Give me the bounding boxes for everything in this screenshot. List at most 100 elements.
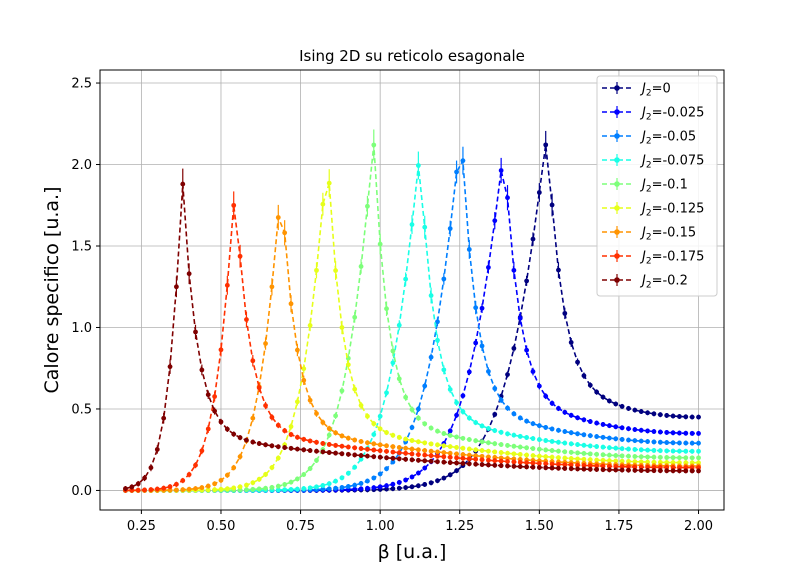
data-point	[606, 452, 612, 458]
data-point	[479, 439, 485, 445]
data-point	[231, 202, 237, 208]
data-point	[244, 437, 249, 443]
data-point	[371, 447, 377, 453]
data-point	[613, 453, 619, 458]
data-point	[288, 424, 294, 429]
data-point	[479, 305, 485, 311]
data-point	[486, 457, 491, 463]
data-point	[333, 442, 338, 448]
data-point	[543, 425, 549, 430]
data-point	[441, 276, 447, 282]
data-point	[466, 247, 472, 252]
data-point	[377, 471, 383, 477]
data-point	[606, 458, 612, 464]
data-point	[396, 376, 402, 382]
data-point	[294, 399, 300, 405]
data-point	[696, 448, 701, 454]
data-point	[384, 455, 389, 461]
data-point	[670, 413, 676, 419]
legend-entry: J2=-0.15	[602, 226, 696, 243]
data-point	[129, 484, 135, 490]
data-point	[511, 345, 517, 351]
y-tick-label: 1.5	[71, 240, 92, 255]
data-point	[435, 453, 440, 459]
legend-label: J2=0	[639, 82, 671, 99]
data-point	[352, 437, 358, 443]
data-point	[352, 445, 358, 451]
data-point	[320, 483, 326, 488]
data-point	[645, 459, 650, 465]
legend-entry: J2=0	[602, 82, 671, 99]
data-point	[505, 443, 510, 448]
legend-marker	[614, 181, 620, 187]
data-point	[505, 450, 510, 456]
data-point	[575, 462, 580, 468]
data-point	[575, 450, 580, 456]
chart-title: Ising 2D su reticolo esagonale	[299, 47, 525, 65]
data-point	[454, 451, 459, 457]
data-point	[371, 441, 377, 447]
data-point	[530, 436, 536, 441]
data-point	[282, 482, 288, 487]
data-point	[549, 448, 555, 453]
legend-label-subscript: 2	[646, 233, 652, 243]
data-point	[244, 482, 249, 488]
data-point	[670, 448, 676, 454]
data-point	[626, 464, 631, 470]
data-point	[657, 439, 663, 445]
data-point	[409, 438, 415, 443]
data-point	[180, 487, 186, 493]
data-point	[486, 462, 491, 468]
data-point	[543, 142, 549, 148]
data-point	[517, 459, 523, 465]
data-point	[435, 337, 440, 343]
legend-marker	[614, 229, 620, 235]
data-point	[275, 444, 281, 450]
data-point	[511, 459, 517, 465]
legend-label-value: =-0.025	[652, 106, 705, 121]
data-point	[263, 485, 268, 491]
legend-entry: J2=-0.2	[602, 274, 688, 291]
data-point	[524, 460, 530, 466]
data-point	[314, 458, 319, 463]
data-point	[619, 404, 625, 409]
data-point	[384, 466, 389, 472]
data-point	[193, 462, 198, 468]
data-point	[231, 431, 237, 437]
data-point	[479, 457, 485, 463]
legend-label: J2=-0.05	[639, 130, 696, 147]
data-point	[333, 485, 338, 491]
data-point	[486, 440, 491, 446]
data-point	[632, 438, 638, 443]
data-point	[320, 201, 326, 207]
data-point	[638, 438, 644, 444]
data-point	[250, 415, 256, 421]
data-point	[556, 267, 561, 273]
data-point	[263, 472, 268, 477]
data-point	[320, 449, 326, 455]
data-point	[345, 484, 351, 489]
data-point	[250, 358, 256, 364]
x-tick-label: 1.25	[445, 519, 474, 534]
data-point	[638, 454, 644, 460]
data-point	[505, 463, 510, 469]
data-point	[231, 465, 237, 471]
data-point	[587, 463, 593, 469]
plot-frame	[99, 69, 725, 511]
data-point	[256, 385, 262, 391]
data-point	[409, 424, 415, 430]
data-point	[587, 451, 593, 457]
data-point	[314, 448, 319, 454]
series-layer	[123, 129, 701, 493]
data-point	[473, 420, 479, 425]
data-point	[422, 224, 428, 230]
data-point	[358, 264, 364, 269]
data-point	[377, 241, 383, 247]
data-point	[664, 413, 670, 418]
data-point	[428, 441, 434, 447]
data-point	[670, 468, 676, 474]
data-point	[581, 417, 587, 423]
data-point	[632, 447, 638, 452]
data-point	[600, 457, 606, 463]
data-point	[664, 440, 670, 445]
